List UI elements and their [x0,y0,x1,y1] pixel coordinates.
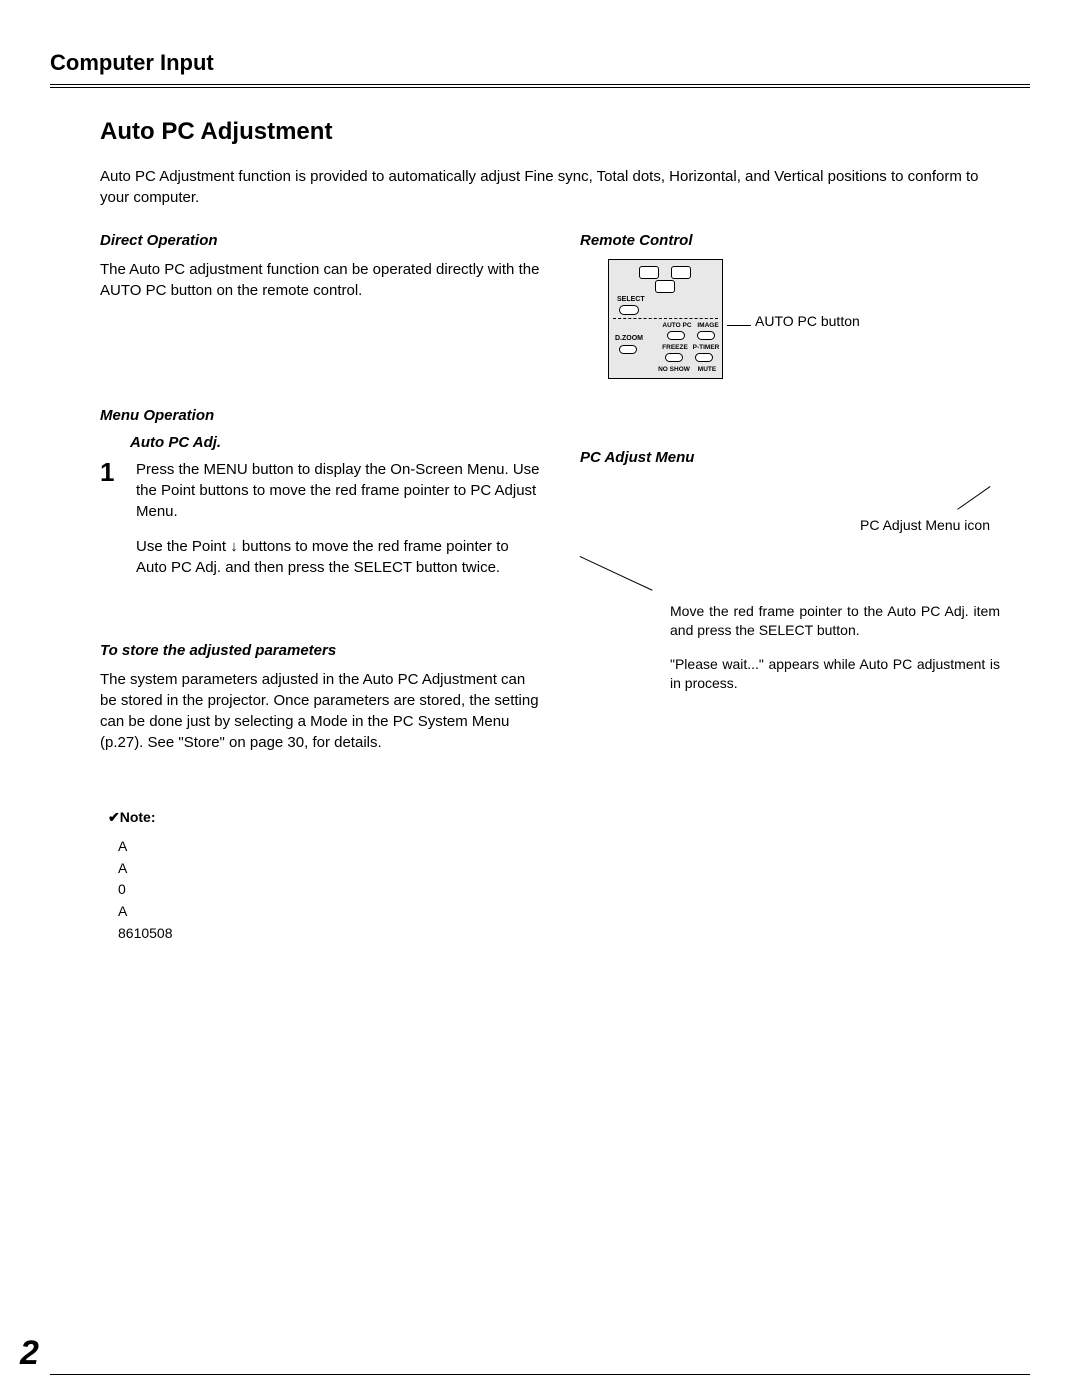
note-list: A A 0 A 8610508 [118,836,540,944]
step-1-body: Press the MENU button to display the On-… [136,459,540,522]
note-line: A [118,901,540,923]
step-1-body-2: Use the Point ↓ buttons to move the red … [136,536,540,578]
note-line: 8610508 [118,923,540,945]
note-line: A [118,836,540,858]
right-column: Remote Control SELECT AUTO PC IMAGE D.ZO… [580,232,1000,944]
pc-adjust-icon-callout [580,486,1000,516]
note-heading: ✔Note: [108,809,540,826]
ptimer-label: P-TIMER [691,344,721,351]
remote-illustration-wrap: SELECT AUTO PC IMAGE D.ZOOM FREEZE P-TIM… [580,259,1000,379]
diag-line-icon [950,486,990,516]
section-header: Computer Input [50,50,1030,76]
arrow-right-button [671,266,691,279]
freeze-label: FREEZE [661,344,689,351]
please-wait-text: "Please wait..." appears while Auto PC a… [670,655,1000,694]
move-pointer-callout [580,556,1000,596]
intro-paragraph: Auto PC Adjustment function is provided … [100,166,1000,208]
autopc-label: AUTO PC [661,322,693,329]
note-line: A [118,858,540,880]
two-column-layout: Direct Operation The Auto PC adjustment … [100,232,1000,944]
remote-divider [613,318,718,319]
remote-control-illustration: SELECT AUTO PC IMAGE D.ZOOM FREEZE P-TIM… [608,259,723,379]
note-line: 0 [118,879,540,901]
bottom-rule [50,1374,1030,1375]
page-number: 2 [20,1334,39,1373]
autopc-callout: AUTO PC button [755,313,860,329]
dzoom-button [619,345,637,354]
remote-control-heading: Remote Control [580,232,1000,249]
page-content: Auto PC Adjustment Auto PC Adjustment fu… [50,118,1030,944]
diag-line-move [580,556,660,596]
direct-operation-body: The Auto PC adjustment function can be o… [100,259,540,301]
auto-pc-adj-heading: Auto PC Adj. [130,434,540,451]
mute-label: MUTE [695,366,719,373]
move-pointer-text: Move the red frame pointer to the Auto P… [670,602,1000,641]
store-body: The system parameters adjusted in the Au… [100,669,540,753]
step-1: 1 Press the MENU button to display the O… [100,459,540,522]
noshow-label: NO SHOW [657,366,691,373]
ptimer-button [695,353,713,362]
autopc-button [667,331,685,340]
store-heading: To store the adjusted parameters [100,642,540,659]
image-button [697,331,715,340]
freeze-button [665,353,683,362]
select-button [619,305,639,315]
menu-operation-heading: Menu Operation [100,407,540,424]
page-title: Auto PC Adjustment [100,118,1000,146]
callout-line [727,325,751,326]
pc-adjust-icon-label: PC Adjust Menu icon [580,516,1000,536]
dzoom-label: D.ZOOM [615,335,645,342]
left-column: Direct Operation The Auto PC adjustment … [100,232,540,944]
pc-adjust-menu-heading: PC Adjust Menu [580,449,1000,466]
arrow-down-button [655,280,675,293]
direct-operation-heading: Direct Operation [100,232,540,249]
header-rule [50,84,1030,88]
select-label: SELECT [617,296,645,303]
step-number: 1 [100,459,122,522]
image-label: IMAGE [695,322,721,329]
arrow-left-button [639,266,659,279]
